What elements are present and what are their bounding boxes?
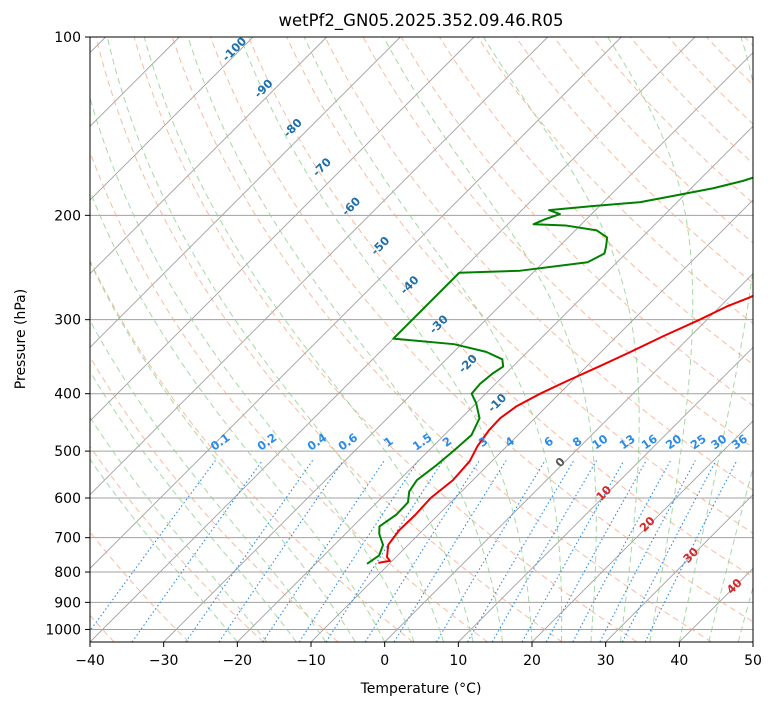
x-tick-label: 40 [670, 653, 688, 669]
moist-adiabat-line [90, 370, 297, 642]
y-tick-label: 1000 [45, 622, 81, 638]
dry-adiabat-line [248, 37, 753, 578]
moist-adiabat-line [106, 37, 445, 642]
moist-adiabat-line [90, 319, 327, 642]
mixing-ratio-line [521, 460, 625, 642]
moist-adiabat-line [678, 37, 753, 642]
x-axis-label: Temperature (°C) [360, 681, 482, 697]
x-tick-label: 0 [380, 653, 389, 669]
isotherm-line [237, 125, 753, 642]
dry-adiabat-line [629, 37, 753, 165]
isotherm-line [90, 37, 327, 275]
dry-adiabat-line [95, 37, 563, 642]
mixing-ratio-line [218, 460, 344, 642]
data-layer [366, 176, 753, 565]
y-tick-label: 900 [54, 595, 81, 611]
y-tick-label: 300 [54, 313, 81, 329]
isotherm-line [605, 494, 753, 642]
y-tick-label: 700 [54, 531, 81, 547]
y-axis-label: Pressure (hPa) [13, 289, 29, 389]
moist-adiabat-line [383, 37, 597, 642]
x-tick-label: −20 [223, 653, 253, 669]
dry-adiabat-line [171, 37, 712, 642]
y-tick-label: 200 [54, 208, 81, 224]
mixing-ratio-line [262, 460, 385, 642]
x-tick-label: −10 [296, 653, 326, 669]
y-tick-label: 600 [54, 491, 81, 507]
x-tick-label: −40 [75, 653, 105, 669]
isotherm-line [458, 346, 753, 642]
plot-frame [89, 36, 754, 643]
isotherm-line [90, 37, 622, 569]
dry-adiabat-line [133, 37, 638, 642]
dry-adiabat-line [477, 37, 753, 325]
moist-adiabat-line [90, 458, 238, 642]
moist-adiabat-line [239, 37, 533, 642]
moist-adiabat-line [90, 96, 415, 642]
mixing-ratio-line [644, 460, 738, 642]
isotherm-line [90, 37, 548, 496]
isotherm-line [163, 52, 753, 642]
x-tick-label: −30 [149, 653, 179, 669]
y-tick-label: 100 [54, 30, 81, 46]
chart-title: wetPf2_GN05.2025.352.09.46.R05 [279, 11, 564, 31]
mixing-ratio-line [545, 460, 647, 642]
y-tick-label: 400 [54, 387, 81, 403]
moist-adiabat-line [143, 37, 474, 642]
dry-adiabat-line [90, 445, 264, 642]
dry-adiabat-line [591, 37, 753, 204]
moist-adiabat-line [708, 466, 753, 642]
isotherm-line [531, 420, 753, 642]
mixing-ratio-line [491, 460, 598, 642]
dry-adiabat-line [400, 37, 753, 407]
isotherm-line [384, 273, 753, 642]
moist-adiabat-line [303, 37, 563, 642]
dry-adiabat-line [90, 259, 414, 642]
isotherm-line [90, 37, 696, 642]
x-tick-label: 50 [744, 653, 762, 669]
grid-layer [90, 37, 753, 642]
moist-adiabat-line [482, 37, 640, 642]
moist-adiabat-line [607, 37, 694, 642]
dewpoint-profile-line [366, 176, 753, 565]
isotherm-line [90, 37, 254, 201]
mixing-ratio-line [185, 460, 314, 642]
x-tick-label: 20 [523, 653, 541, 669]
moist-adiabat-line [90, 189, 386, 642]
moist-adiabat-line [187, 37, 504, 642]
x-tick-label: 30 [597, 653, 615, 669]
moist-adiabat-line [90, 416, 268, 642]
dry-adiabat-line [362, 37, 753, 449]
mixing-ratio-line [131, 460, 263, 642]
moist-adiabat-line [90, 260, 356, 642]
mixing-ratio-line [298, 460, 419, 642]
moist-adiabat-line [737, 585, 753, 642]
mixing-ratio-line [90, 460, 216, 632]
mixing-ratio-line [393, 460, 507, 642]
mixing-ratio-line [435, 460, 546, 642]
isotherm-line [90, 37, 475, 422]
x-tick-label: 10 [449, 653, 467, 669]
temperature-profile-line [378, 294, 753, 564]
y-tick-label: 500 [54, 444, 81, 460]
mixing-ratio-line [467, 460, 575, 642]
y-tick-label: 800 [54, 565, 81, 581]
isotherm-line [90, 37, 401, 348]
dry-adiabat-line [324, 37, 753, 491]
y-axis: 100 200 300 400 500 600 700 800 900 1000 [45, 30, 90, 638]
x-axis: −40 −30 −20 −10 0 10 20 30 40 50 [75, 642, 762, 669]
dry-adiabat-line [515, 37, 753, 284]
